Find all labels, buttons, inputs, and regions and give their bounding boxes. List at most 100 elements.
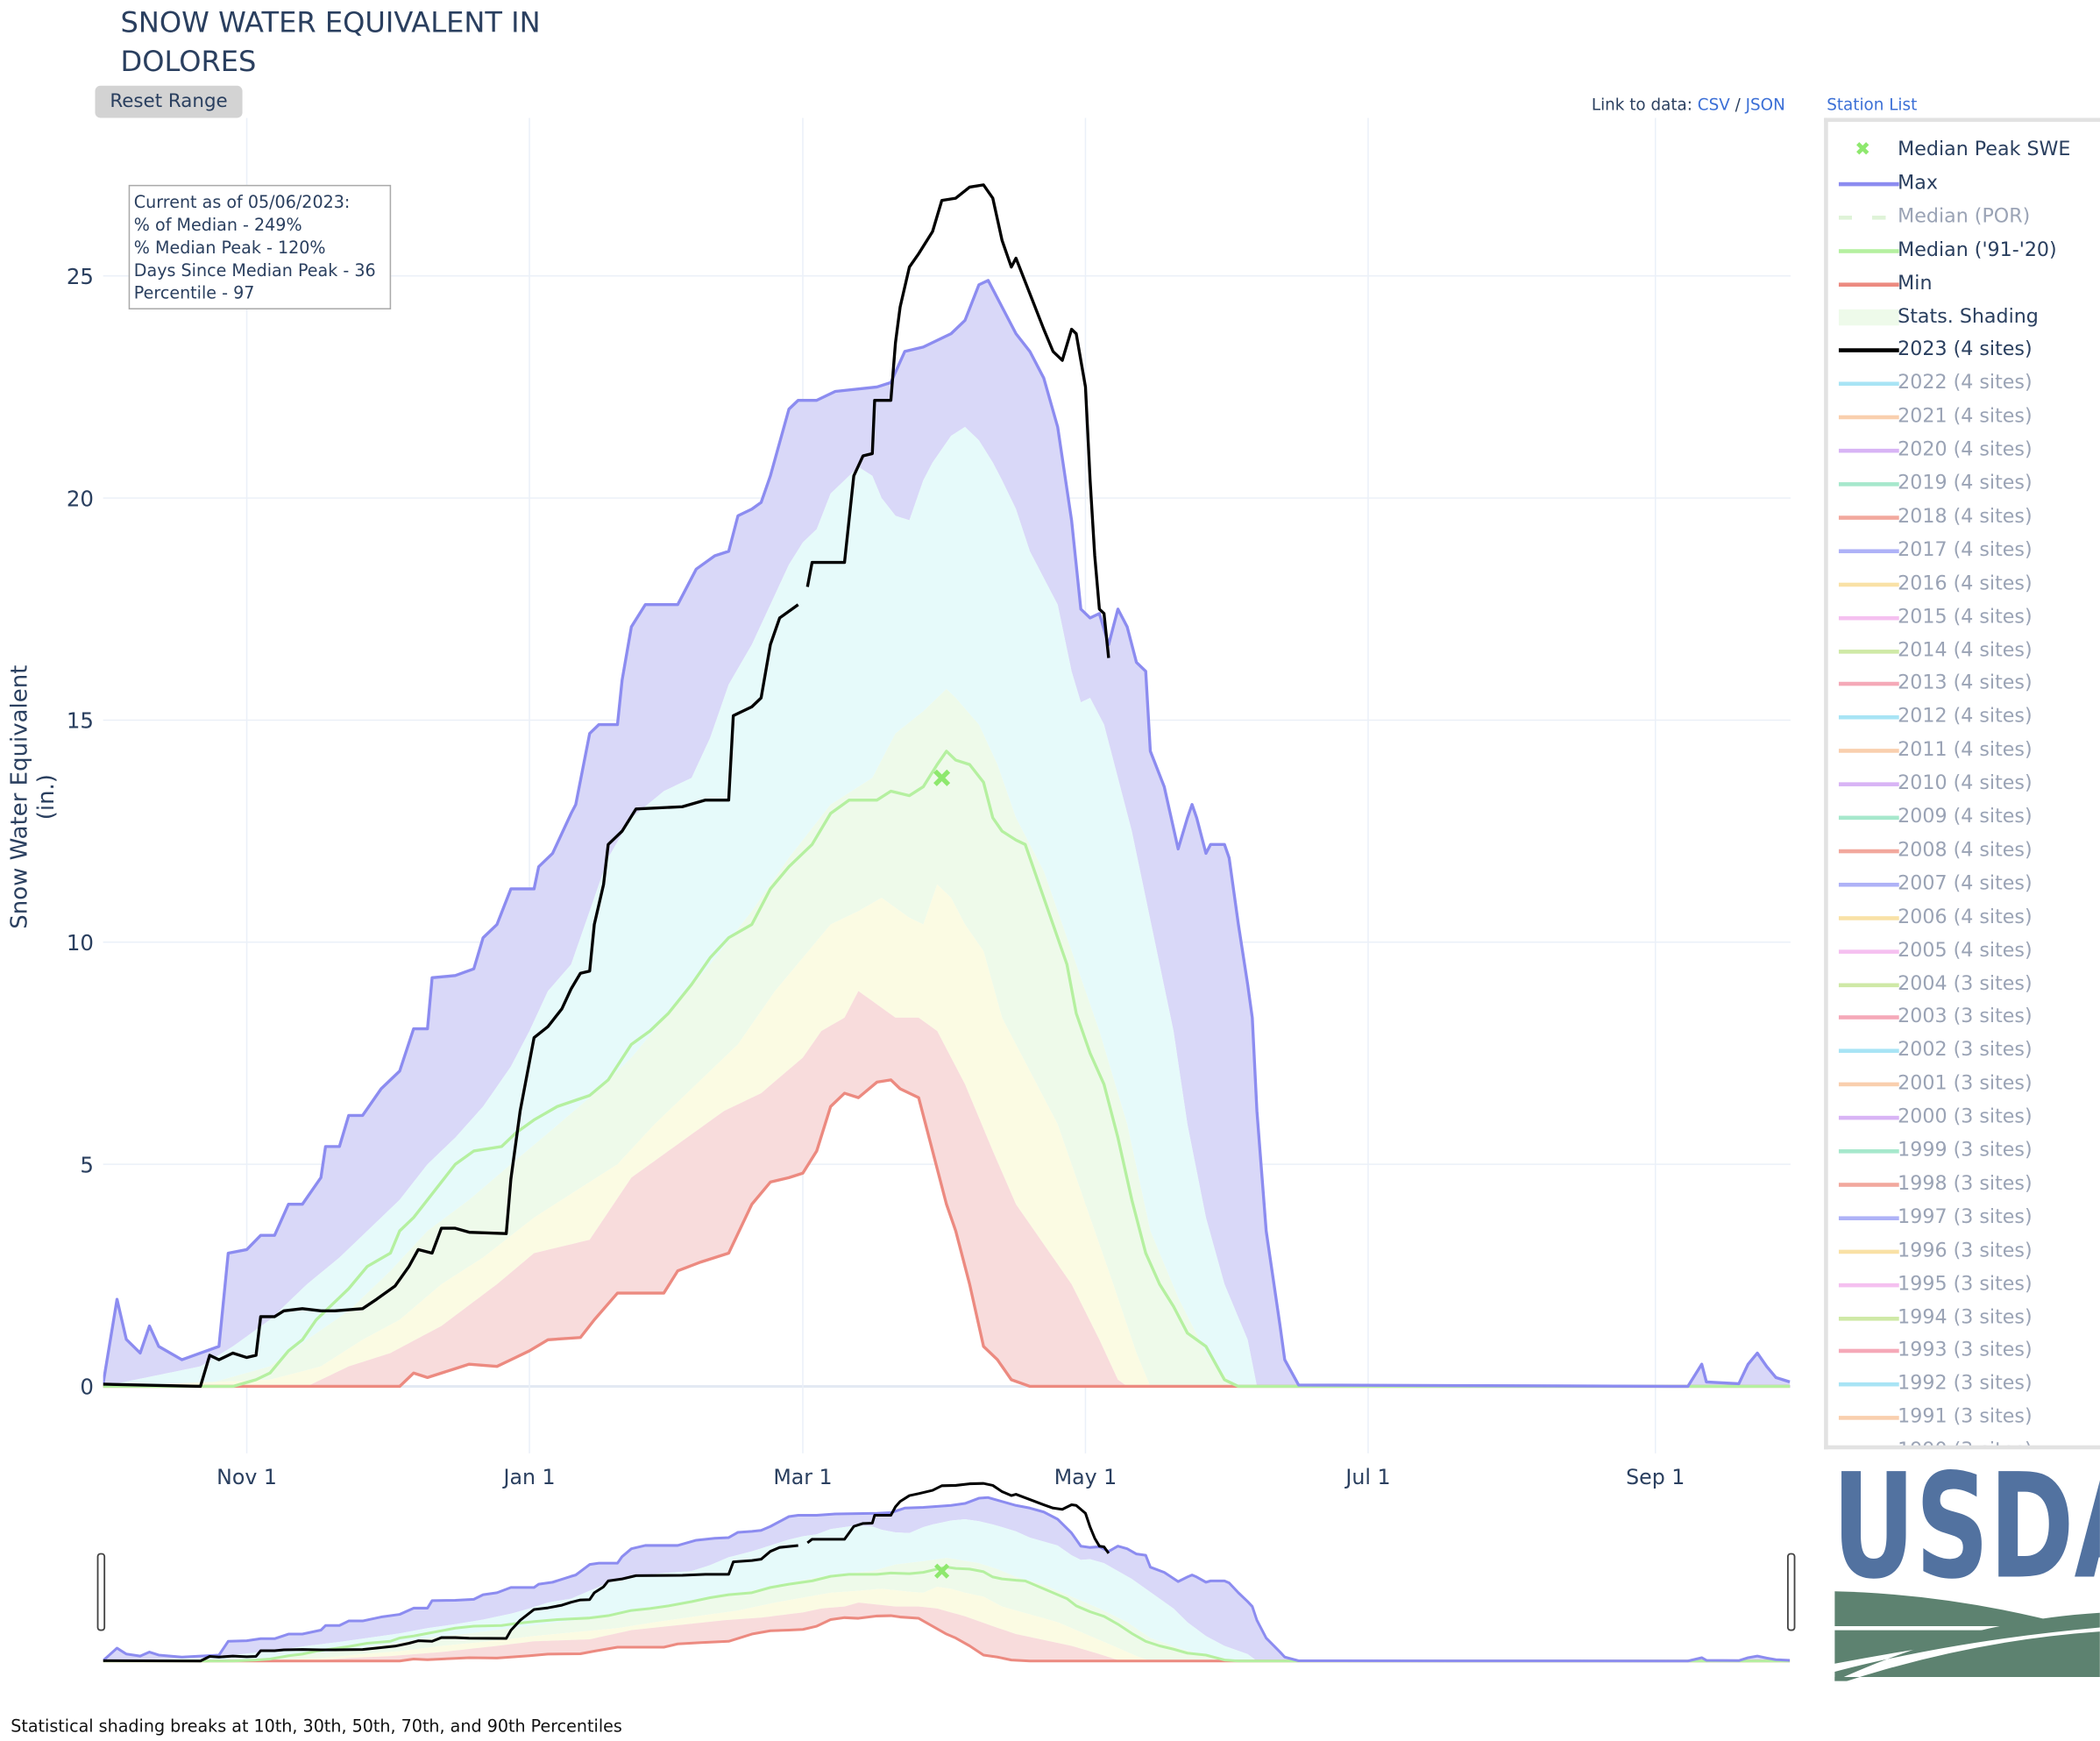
legend-label: 1991 (3 sites) bbox=[1898, 1406, 2033, 1429]
legend-item[interactable]: Median (POR) bbox=[1828, 201, 2100, 234]
legend-label: 2014 (4 sites) bbox=[1898, 639, 2033, 662]
legend-item[interactable]: 2023 (4 sites) bbox=[1828, 334, 2100, 367]
band-p10-to-min bbox=[103, 1602, 1791, 1661]
legend-item[interactable]: 2015 (4 sites) bbox=[1828, 600, 2100, 634]
legend-item[interactable]: 1990 (3 sites) bbox=[1828, 1435, 2100, 1446]
line-swatch bbox=[1838, 1249, 1899, 1254]
legend-item[interactable]: 2017 (4 sites) bbox=[1828, 534, 2100, 567]
legend-item[interactable]: 2002 (3 sites) bbox=[1828, 1034, 2100, 1068]
legend-label: 2008 (4 sites) bbox=[1898, 839, 2033, 862]
min-line bbox=[103, 1614, 1791, 1663]
legend-item[interactable]: 2020 (4 sites) bbox=[1828, 434, 2100, 467]
legend-item[interactable]: 2013 (4 sites) bbox=[1828, 668, 2100, 701]
legend-label: 2016 (4 sites) bbox=[1898, 572, 2033, 594]
legend-item[interactable]: ✖ Median Peak SWE bbox=[1828, 134, 2100, 167]
legend-item[interactable]: 1994 (3 sites) bbox=[1828, 1301, 2100, 1334]
percent-of-median: % of Median - 249% bbox=[133, 214, 302, 235]
legend-item[interactable]: 1999 (3 sites) bbox=[1828, 1134, 2100, 1168]
legend-label: 2023 (4 sites) bbox=[1898, 339, 2033, 361]
current-stats-box: Current as of 05/06/2023: % of Median - … bbox=[128, 184, 392, 309]
legend-item[interactable]: 2005 (4 sites) bbox=[1828, 934, 2100, 968]
usda-logo: USDA bbox=[1832, 1446, 2100, 1681]
legend-item[interactable]: 2010 (4 sites) bbox=[1828, 768, 2100, 801]
x-tick-label: Sep 1 bbox=[1626, 1465, 1685, 1489]
legend-item[interactable]: 2018 (4 sites) bbox=[1828, 501, 2100, 534]
legend-item[interactable]: 2007 (4 sites) bbox=[1828, 868, 2100, 901]
range-slider-left-handle[interactable] bbox=[96, 1553, 106, 1631]
legend-item[interactable]: 2001 (3 sites) bbox=[1828, 1068, 2100, 1101]
reset-range-button[interactable]: Reset Range bbox=[95, 85, 243, 118]
legend-item[interactable]: Max bbox=[1828, 167, 2100, 201]
legend-item[interactable]: 1993 (3 sites) bbox=[1828, 1334, 2100, 1368]
legend-item[interactable]: 1997 (3 sites) bbox=[1828, 1201, 2100, 1234]
y-tick-label: 25 bbox=[67, 264, 94, 289]
legend-item[interactable]: 2003 (3 sites) bbox=[1828, 1001, 2100, 1034]
legend-item[interactable]: 2008 (4 sites) bbox=[1828, 835, 2100, 868]
legend-label: 2017 (4 sites) bbox=[1898, 539, 2033, 561]
title-line-1: SNOW WATER EQUIVALENT IN bbox=[120, 6, 541, 39]
fill-swatch bbox=[1838, 309, 1899, 325]
legend-item[interactable]: 1995 (3 sites) bbox=[1828, 1268, 2100, 1301]
band-p70-to-p30 bbox=[103, 1558, 1791, 1661]
legend-item[interactable]: Median ('91-'20) bbox=[1828, 234, 2100, 267]
line-swatch bbox=[1838, 348, 1899, 353]
line-swatch bbox=[1838, 482, 1899, 487]
legend-label: 2020 (4 sites) bbox=[1898, 439, 2033, 461]
csv-link[interactable]: CSV bbox=[1697, 95, 1730, 114]
line-swatch bbox=[1838, 248, 1899, 253]
max-line bbox=[103, 1496, 1791, 1663]
legend-item[interactable]: 2009 (4 sites) bbox=[1828, 801, 2100, 835]
range-slider-right-handle[interactable] bbox=[1786, 1553, 1796, 1631]
line-swatch bbox=[1838, 1183, 1899, 1187]
max-line bbox=[103, 279, 1791, 1389]
legend-label: 1998 (3 sites) bbox=[1898, 1173, 2033, 1195]
legend-item[interactable]: 2016 (4 sites) bbox=[1828, 567, 2100, 600]
legend-label: 2010 (4 sites) bbox=[1898, 772, 2033, 795]
median-91-20-line bbox=[103, 1566, 1791, 1663]
legend-item[interactable]: Stats. Shading bbox=[1828, 301, 2100, 334]
station-list-link[interactable]: Station List bbox=[1827, 95, 1918, 114]
legend-label: 2012 (4 sites) bbox=[1898, 706, 2033, 728]
legend-item[interactable]: 2011 (4 sites) bbox=[1828, 735, 2100, 768]
legend-item[interactable]: 1991 (3 sites) bbox=[1828, 1402, 2100, 1435]
line-swatch bbox=[1838, 181, 1899, 187]
line-swatch bbox=[1838, 1283, 1899, 1287]
line-swatch bbox=[1838, 1416, 1899, 1420]
days-since-median-peak: Days Since Median Peak - 36 bbox=[133, 259, 376, 281]
legend-item[interactable]: 2012 (4 sites) bbox=[1828, 701, 2100, 735]
legend[interactable]: ✖ Median Peak SWE Max Median (POR) Median ('… bbox=[1824, 117, 2100, 1450]
current-2023-line bbox=[103, 1544, 798, 1663]
legend-item[interactable]: Min bbox=[1828, 267, 2100, 301]
x-tick-label: May 1 bbox=[1054, 1465, 1117, 1489]
band-p90-to-p70 bbox=[103, 1518, 1791, 1661]
legend-label: 1994 (3 sites) bbox=[1898, 1306, 2033, 1329]
legend-label: 2022 (4 sites) bbox=[1898, 373, 2033, 394]
line-swatch bbox=[1838, 949, 1899, 954]
y-tick-label: 20 bbox=[67, 486, 94, 511]
legend-item[interactable]: 2014 (4 sites) bbox=[1828, 635, 2100, 668]
legend-item[interactable]: 2022 (4 sites) bbox=[1828, 367, 2100, 401]
legend-item[interactable]: 2000 (3 sites) bbox=[1828, 1101, 2100, 1134]
legend-item[interactable]: 1992 (3 sites) bbox=[1828, 1368, 2100, 1402]
current-as-of: Current as of 05/06/2023: bbox=[133, 191, 351, 212]
page-title: SNOW WATER EQUIVALENT IN DOLORES bbox=[121, 4, 684, 82]
title-line-2: DOLORES bbox=[120, 45, 257, 78]
legend-item[interactable]: 1998 (3 sites) bbox=[1828, 1168, 2100, 1201]
legend-item[interactable]: 2004 (3 sites) bbox=[1828, 968, 2100, 1001]
range-slider-preview[interactable] bbox=[103, 1482, 1791, 1663]
legend-item[interactable]: 1996 (3 sites) bbox=[1828, 1234, 2100, 1268]
legend-item[interactable]: 2006 (4 sites) bbox=[1828, 901, 2100, 934]
line-swatch bbox=[1838, 281, 1899, 287]
legend-label: 1995 (3 sites) bbox=[1898, 1273, 2033, 1295]
link-prefix: Link to data: bbox=[1591, 95, 1698, 114]
x-marker-icon: ✖ bbox=[1855, 139, 1871, 161]
json-link[interactable]: JSON bbox=[1745, 95, 1785, 114]
legend-label: 2003 (3 sites) bbox=[1898, 1006, 2033, 1028]
line-swatch bbox=[1838, 1048, 1899, 1054]
legend-item[interactable]: 2019 (4 sites) bbox=[1828, 467, 2100, 501]
legend-label: 2001 (3 sites) bbox=[1898, 1073, 2033, 1095]
line-swatch bbox=[1838, 682, 1899, 686]
legend-item[interactable]: 2021 (4 sites) bbox=[1828, 401, 2100, 434]
line-swatch bbox=[1838, 381, 1899, 387]
